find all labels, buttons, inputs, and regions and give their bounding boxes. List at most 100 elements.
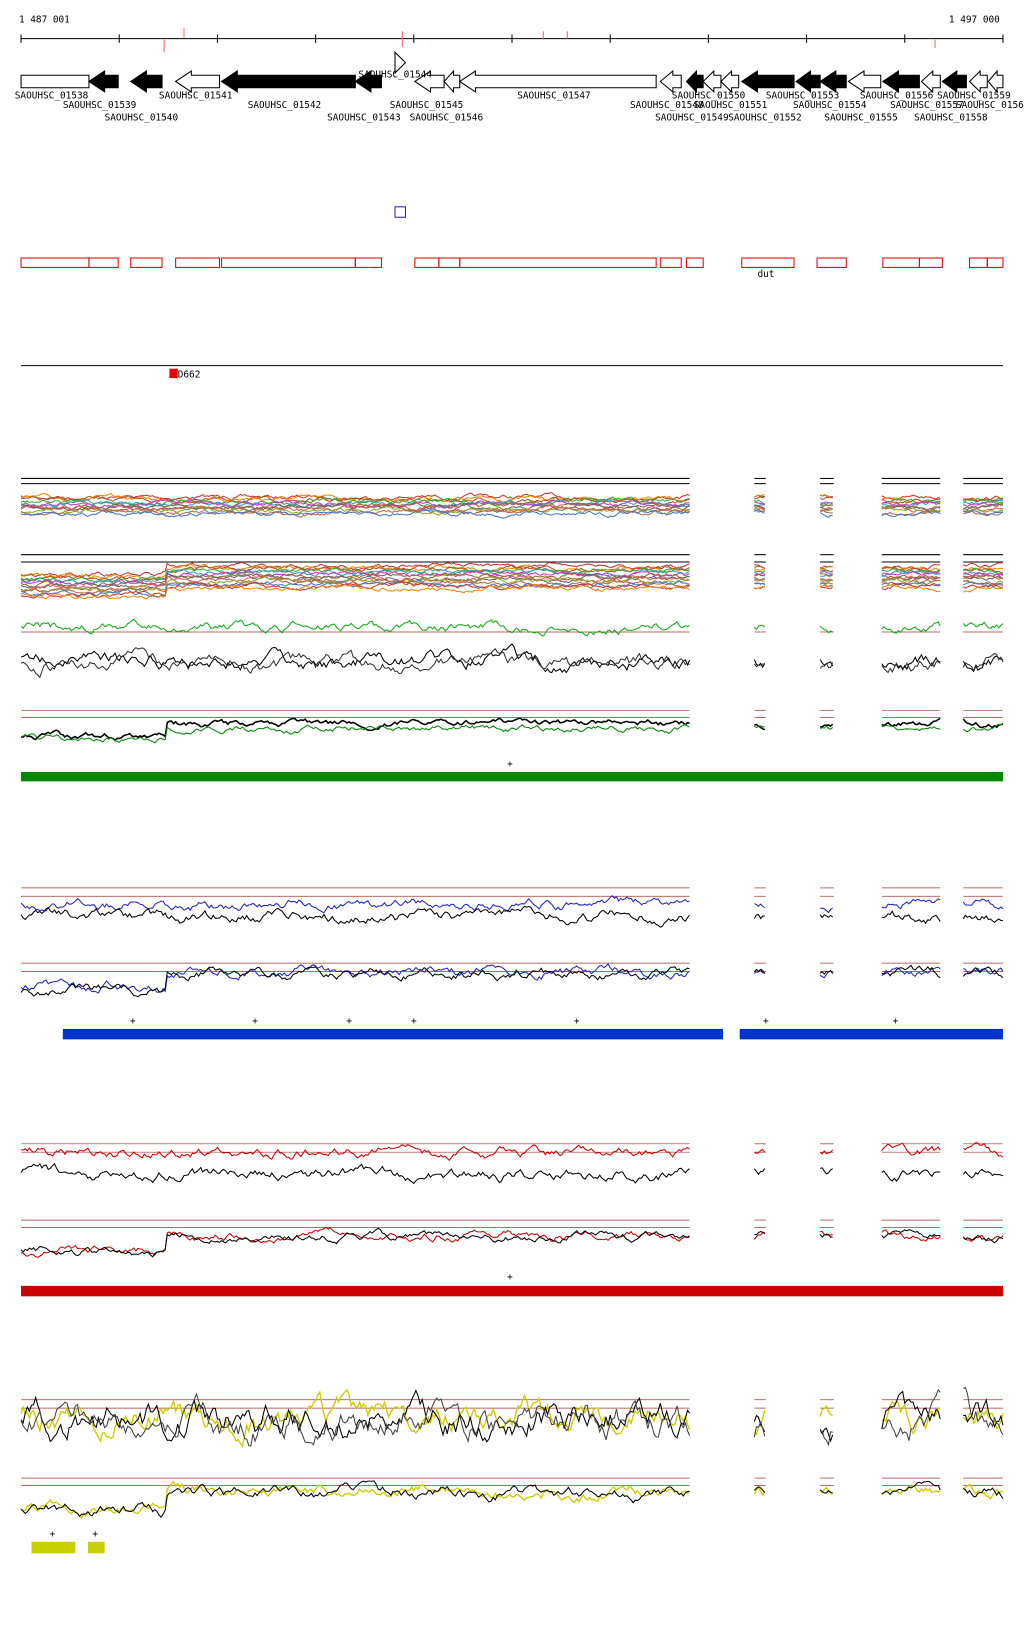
strand-label: +: [346, 1016, 352, 1027]
signal-line: [754, 494, 765, 498]
signal-line: [20, 503, 690, 514]
strand-label: +: [893, 1016, 899, 1027]
gene-arrow: [220, 70, 356, 93]
signal-line: [881, 1142, 941, 1156]
signal-line: [881, 717, 941, 728]
signal-line: [881, 1480, 941, 1496]
signal-line: [20, 581, 690, 599]
gene-label: SAOUHSC_01550: [672, 91, 746, 102]
signal-line: [754, 585, 766, 590]
signal-line: [962, 898, 1004, 910]
gene-arrow: [795, 70, 821, 93]
gene-arrow: [354, 70, 382, 93]
signal-line: [820, 1167, 833, 1175]
signal-line: [881, 498, 941, 505]
signal-line: [20, 1227, 690, 1258]
feature-box: [986, 257, 1004, 268]
signal-line: [20, 494, 690, 506]
signal-line: [881, 571, 941, 576]
gene-label: SAOUHSC_01540: [105, 113, 179, 124]
signal-line: [963, 510, 1004, 517]
gene-arrow: [443, 69, 461, 94]
feature-box: [20, 257, 90, 268]
feature-box: [882, 257, 920, 268]
signal-line: [962, 1409, 1004, 1430]
signal-line: [962, 497, 1004, 502]
gene-arrow: [458, 70, 657, 93]
feature-box: [918, 257, 943, 268]
signal-line: [962, 561, 1004, 568]
signal-line: [754, 570, 766, 573]
signal-line: [819, 1233, 833, 1238]
strand-label: +: [507, 759, 513, 770]
gene-label: SAOUHSC_01557: [890, 100, 964, 111]
gene-label: SAOUHSC_01551: [694, 100, 768, 111]
signal-line: [819, 1149, 834, 1155]
signal-line: [20, 570, 690, 587]
strand-label: +: [411, 1016, 417, 1027]
operon-label: dut: [757, 269, 774, 280]
signal-line: [881, 653, 941, 671]
strand-bar: [62, 1028, 724, 1040]
signal-line: [20, 572, 690, 591]
gene-arrow: [881, 70, 920, 93]
signal-line: [754, 504, 765, 510]
gene-arrow: [987, 69, 1004, 94]
signal-line: [819, 625, 833, 634]
feature-box: [414, 257, 440, 268]
signal-line: [963, 497, 1003, 504]
signal-line: [881, 582, 941, 590]
signal-line: [754, 568, 766, 571]
signal-line: [962, 572, 1004, 578]
signal-line: [962, 655, 1004, 673]
strand-label: +: [763, 1016, 769, 1027]
gene-arrow: [720, 69, 740, 94]
signal-line: [20, 575, 690, 594]
signal-line: [820, 569, 833, 573]
signal-line: [753, 968, 765, 974]
signal-line: [20, 574, 690, 592]
signal-line: [962, 1235, 1004, 1243]
signal-line: [962, 584, 1004, 589]
signal-line: [963, 501, 1004, 508]
signal-line: [753, 1486, 766, 1497]
signal-line: [754, 501, 765, 505]
signal-line: [820, 907, 834, 914]
signal-line: [819, 1430, 833, 1447]
signal-line: [754, 505, 766, 510]
signal-line: [754, 577, 765, 582]
signal-line: [881, 1390, 941, 1430]
variant-label: D662: [178, 370, 201, 381]
feature-box: [354, 257, 382, 268]
gene-label: SAOUHSC_01548: [630, 100, 704, 111]
signal-line: [881, 660, 941, 674]
signal-line: [881, 583, 941, 593]
signal-line: [20, 1388, 691, 1448]
signal-line: [881, 575, 941, 581]
gene-label: SAOUHSC_01545: [390, 100, 463, 111]
gene-arrow: [88, 70, 119, 93]
signal-line: [881, 724, 941, 732]
strand-bar: [21, 771, 1003, 782]
gene-label: SAOUHSC_01539: [63, 100, 137, 111]
signal-line: [963, 1386, 1004, 1435]
signal-line: [963, 574, 1004, 580]
feature-box: [969, 257, 988, 268]
signal-line: [819, 509, 833, 514]
signal-line: [820, 573, 833, 577]
signal-line: [754, 572, 766, 576]
signal-line: [962, 914, 1003, 924]
gene-arrow: [968, 69, 988, 94]
feature-box: [659, 257, 682, 268]
signal-line: [754, 495, 765, 500]
signal-line: [754, 508, 766, 513]
feature-box: [88, 257, 119, 268]
signal-line: [754, 578, 765, 582]
signal-line: [20, 1480, 690, 1518]
signal-line: [820, 507, 833, 512]
signal-line: [962, 718, 1004, 729]
signal-line: [819, 1489, 833, 1494]
signal-line: [753, 659, 766, 669]
gene-label: SAOUHSC_01546: [410, 113, 484, 124]
signal-line: [963, 503, 1004, 511]
